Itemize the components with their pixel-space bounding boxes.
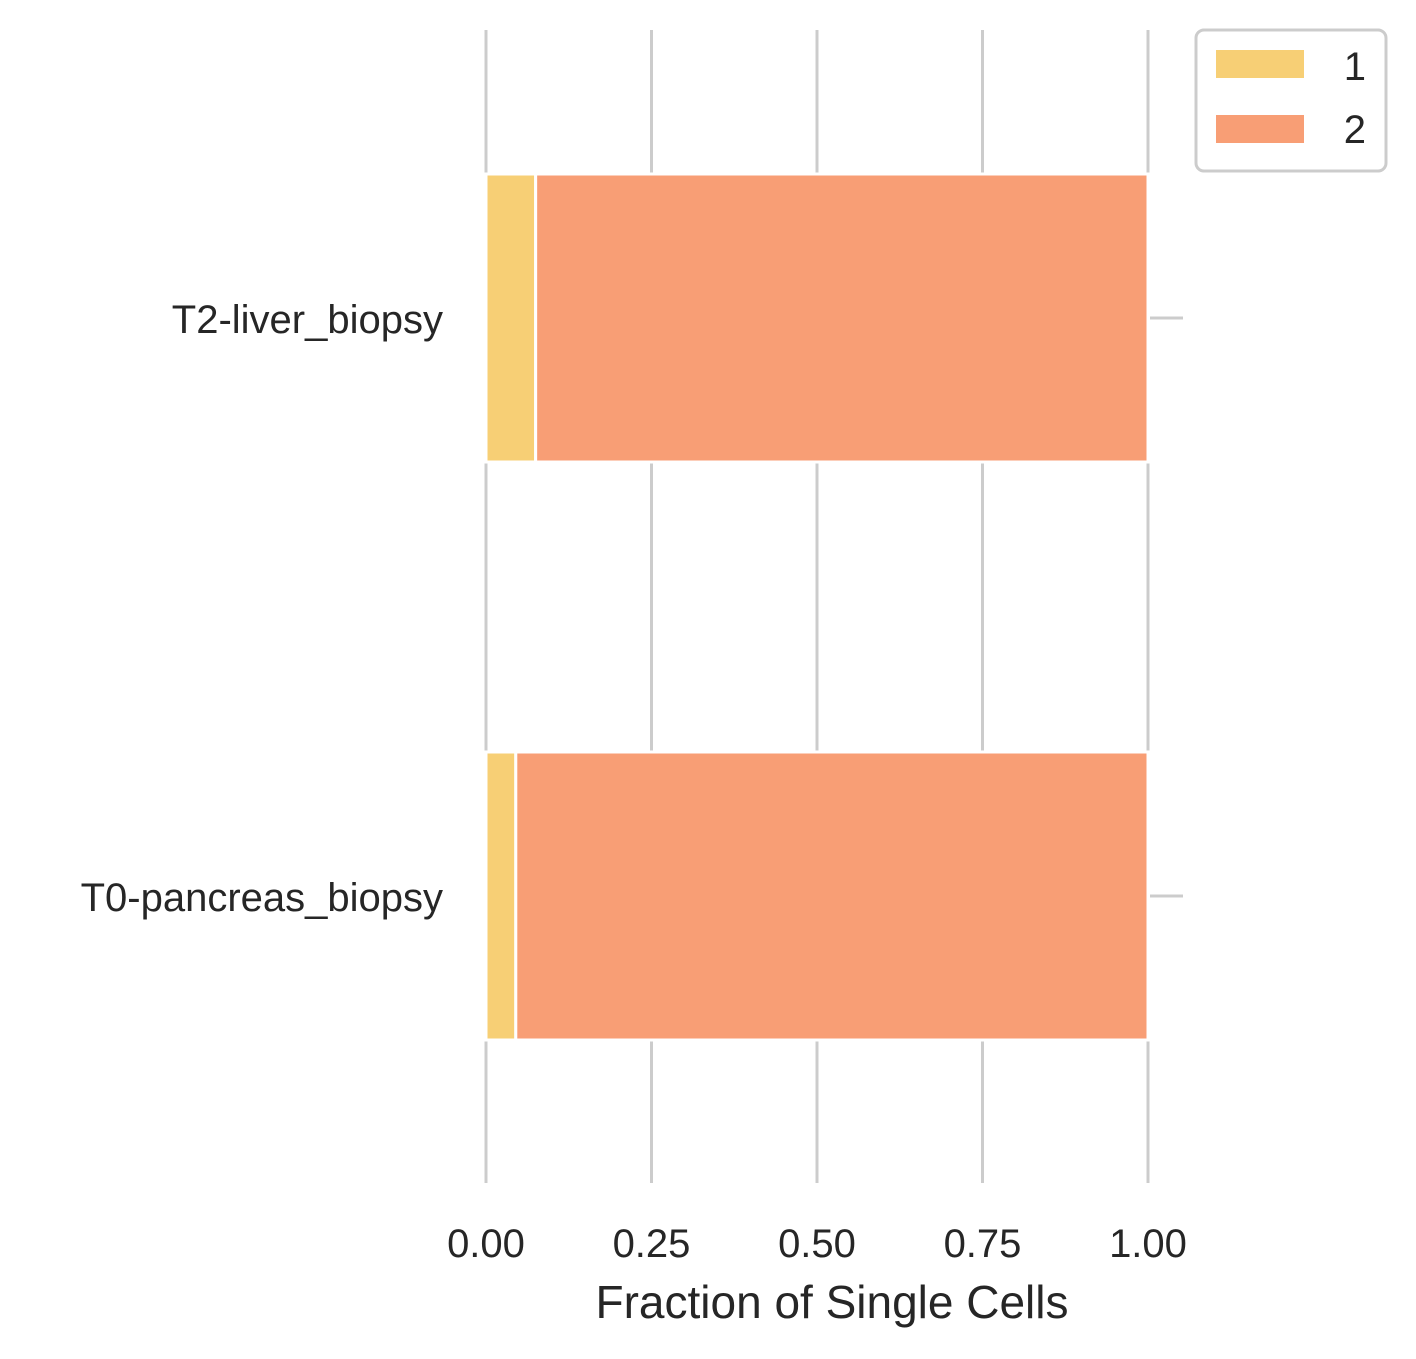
- bar-2-series-2: [514, 750, 1150, 1042]
- bar-1-series-1: [484, 172, 538, 464]
- x-tick-label-3: 0.75: [944, 1222, 1022, 1266]
- bar-2-series-1: [484, 750, 518, 1042]
- legend-label-series-1: 1: [1344, 45, 1366, 89]
- x-tick-label-2: 0.50: [778, 1222, 856, 1266]
- category-label-1: T2-liver_biopsy: [172, 298, 443, 342]
- x-axis-title: Fraction of Single Cells: [596, 1276, 1069, 1328]
- y-tick-marks: [1150, 316, 1183, 898]
- x-tick-label-1: 0.25: [613, 1222, 691, 1266]
- legend-swatch-series-1: [1216, 50, 1304, 78]
- bar-1-series-2: [534, 172, 1150, 464]
- x-tick-label-0: 0.00: [447, 1222, 525, 1266]
- legend-swatch-series-2: [1216, 115, 1304, 143]
- category-labels: T2-liver_biopsy T0-pancreas_biopsy: [81, 298, 443, 920]
- bars: [484, 172, 1150, 1042]
- legend-label-series-2: 2: [1344, 108, 1366, 152]
- x-tick-label-4: 1.00: [1109, 1222, 1187, 1266]
- category-label-2: T0-pancreas_biopsy: [81, 876, 443, 920]
- x-tick-labels: 0.00 0.25 0.50 0.75 1.00: [447, 1222, 1187, 1266]
- legend: 1 2: [1194, 28, 1388, 173]
